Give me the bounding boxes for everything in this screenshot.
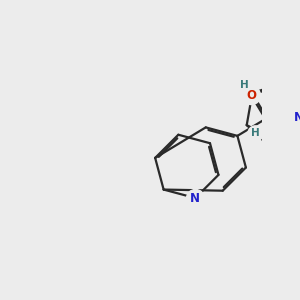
Text: O: O [246,88,256,102]
Text: N: N [190,191,200,205]
Text: N: N [294,111,300,124]
Text: H: H [240,80,249,90]
Text: H: H [250,128,259,138]
